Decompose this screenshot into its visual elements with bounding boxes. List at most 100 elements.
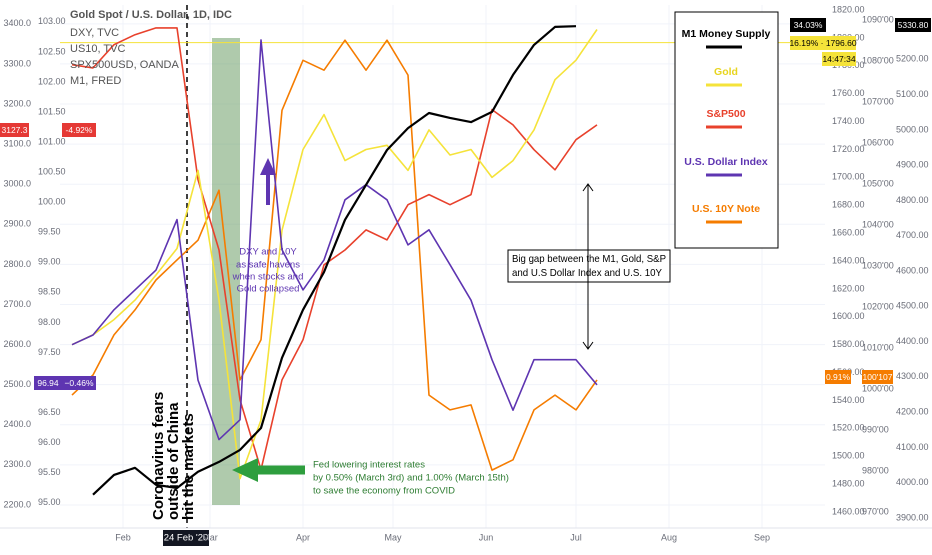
highlight-zone [212,38,240,505]
legend-label: S&P500 [706,108,745,120]
gap-box [507,249,671,283]
price-tag-bg [790,36,856,50]
series-lines [60,25,825,496]
y-tick-label: 1660.00 [832,228,865,238]
y-tick-label: 1460.00 [832,506,865,516]
y-tick-label: 99.50 [38,227,61,237]
y-tick-label: 980'00 [862,465,889,475]
price-tag-bg [790,18,826,32]
price-tag-bg [825,370,851,384]
legend: M1 Money Supply Gold S&P500 U.S. Dollar Ind… [682,28,770,224]
safe-haven-arrow [260,158,276,205]
header-item: M1, FRED [70,75,121,87]
price-tag: 96.94 [37,378,59,388]
header-item: SPX500USD, OANDA [70,59,179,71]
annotation-line: hit the markets [180,413,197,520]
annotation-line: DXY and 10Y [239,247,297,258]
annotation-line: and U.S Dollar Index and U.S. 10Y [512,267,662,279]
x-tick-label: Apr [296,532,310,542]
fed-annotation: Fed lowering interest rates by 0.50% (Ma… [313,460,509,497]
y-tick-label: 3900.00 [896,512,929,522]
y-tick-label: 1020'00 [862,301,894,311]
y-tick-label: 4900.00 [896,160,929,170]
series-line [71,29,598,480]
price-tag-bg [34,376,62,390]
y-tick-label: 970'00 [862,506,889,516]
y-tick-label: 2900.0 [3,219,31,229]
y-tick-label: 4000.00 [896,477,929,487]
y-tick-label: 5100.00 [896,89,929,99]
x-tick-label: Aug [661,532,677,542]
annotation-line: outside of China [165,402,182,520]
price-tag: 34.03% [794,20,823,30]
series-line [71,27,598,471]
y-tick-label: 95.00 [38,497,61,507]
y-tick-label: 100.50 [38,166,66,176]
y-tick-label: 1070'00 [862,96,894,106]
y-tick-label: 1720.00 [832,144,865,154]
annotation-line: as safe havens [236,260,300,271]
safe-haven-annotation: DXY and 10Y as safe havens when stocks a… [232,247,304,295]
header-item: US10, TVC [70,43,125,55]
y-tick-label: 1580.00 [832,339,865,349]
y-tick-label: 5000.00 [896,124,929,134]
legend-box [674,11,779,249]
y-tick-label: 1010'00 [862,342,894,352]
price-tag: −0.46% [64,378,94,388]
y-tick-label: 3300.0 [3,58,31,68]
x-tick-label: May [384,532,402,542]
x-tick-label: Sep [754,532,770,542]
y-tick-label: 4300.00 [896,371,929,381]
x-tick-label: Jul [570,532,582,542]
y-tick-label: 1080'00 [862,56,894,66]
price-tag: 3127.3 [2,125,28,135]
x-tick-label: Feb [115,532,131,542]
series-line [71,39,598,441]
y-tick-label: 98.00 [38,317,61,327]
y-tick-label: 102.00 [38,76,66,86]
price-tag-bg [62,123,96,137]
y-tick-label: 1820.00 [832,4,865,14]
y-tick-label: 97.50 [38,347,61,357]
annotation-line: Coronavirus fears [150,392,167,520]
y-tick-label: 1090'00 [862,15,894,25]
price-tag-bg [0,123,29,137]
series-line [71,39,598,471]
fed-arrow [232,458,305,482]
price-tag-bg [862,370,893,384]
y-tick-label: 4400.00 [896,336,929,346]
y-tick-label: 4200.00 [896,406,929,416]
y-tick-label: 4100.00 [896,442,929,452]
y-tick-label: 96.50 [38,407,61,417]
y-tick-label: 990'00 [862,424,889,434]
annotation-line: Big gap between the M1, Gold, S&P [512,253,666,265]
y-tick-label: 99.00 [38,257,61,267]
x-axis: Feb Mar Apr May Jun Jul Aug Sep [115,532,770,542]
annotation-line: by 0.50% (March 3rd) and 1.00% (March 15… [313,473,509,484]
covid-annotation: Coronavirus fears outside of China hit t… [150,392,197,520]
y-tick-label: 98.50 [38,287,61,297]
y-tick-label: 3400.0 [3,18,31,28]
gap-annotation: Big gap between the M1, Gold, S&P and U.… [512,253,666,279]
x-tick-label: Jun [479,532,494,542]
y-tick-label: 3200.0 [3,98,31,108]
y-tick-label: 2500.0 [3,379,31,389]
y-tick-label: 1480.00 [832,479,865,489]
crosshair-label: 24 Feb '20 [164,533,209,544]
y-tick-label: 101.50 [38,106,66,116]
price-tag: 0.91% [826,372,851,382]
price-tag: 14:47:34 [822,54,855,64]
legend-label: U.S. Dollar Index [684,156,768,168]
y-tick-label: 1540.00 [832,395,865,405]
price-tag: -4.92% [66,125,93,135]
y-tick-label: 1680.00 [832,200,865,210]
y-tick-label: 1040'00 [862,219,894,229]
y-tick-label: 103.00 [38,16,66,26]
y-tick-label: 1500.00 [832,451,865,461]
header-item: Gold Spot / U.S. Dollar, 1D, IDC [70,9,232,21]
annotation-line: Gold collapsed [237,284,300,295]
price-tag-bg [895,18,931,32]
